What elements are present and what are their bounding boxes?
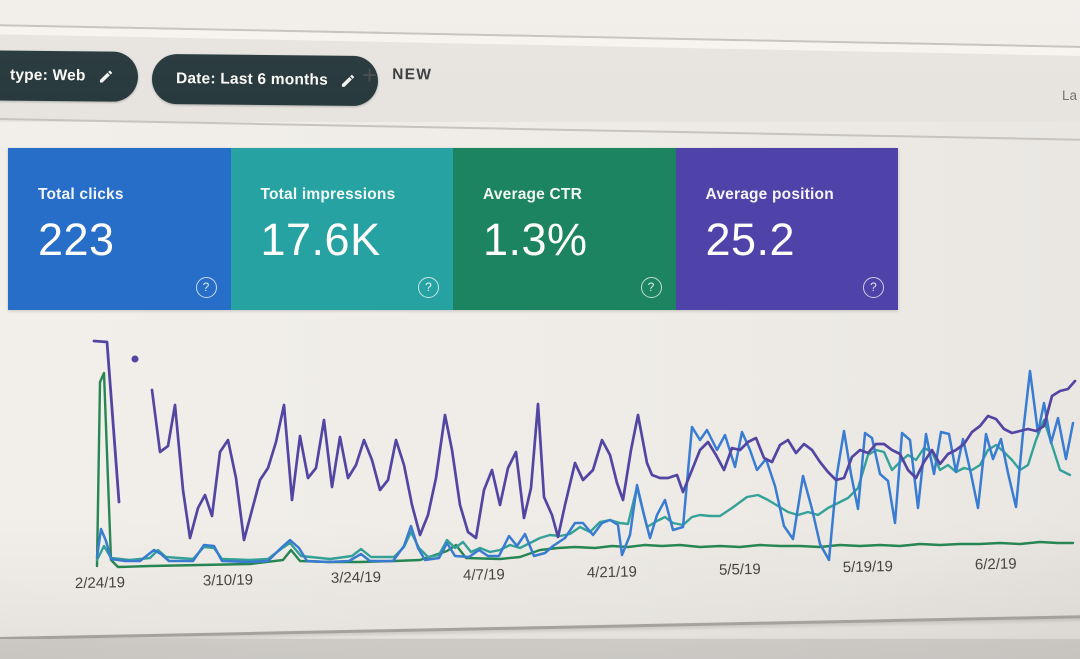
filter-chip-search-type-label: type: Web: [9, 66, 86, 85]
last-updated-partial-text: La: [1062, 88, 1078, 103]
metric-card-total-impressions[interactable]: Total impressions 17.6K ?: [230, 148, 453, 310]
help-icon[interactable]: ?: [863, 277, 884, 298]
ctr-line: [95, 371, 1075, 569]
metric-value: 25.2: [705, 214, 796, 265]
metric-label: Average CTR: [483, 186, 582, 203]
help-icon[interactable]: ?: [640, 277, 662, 298]
pencil-icon[interactable]: [340, 73, 356, 89]
x-tick-label: 6/2/19: [974, 555, 1017, 574]
metric-card-average-ctr[interactable]: Average CTR 1.3% ?: [453, 148, 676, 310]
metric-value: 223: [38, 214, 115, 265]
x-tick-label: 4/7/19: [462, 566, 505, 585]
pencil-icon[interactable]: [97, 69, 113, 85]
metric-card-average-position[interactable]: Average position 25.2 ?: [675, 148, 898, 310]
filter-chip-date-label: Date: Last 6 months: [175, 70, 329, 89]
new-filter-button-label: NEW: [392, 65, 433, 84]
new-filter-button[interactable]: + NEW: [361, 59, 433, 90]
metric-label: Total clicks: [38, 186, 124, 203]
x-tick-label: 5/19/19: [842, 558, 894, 577]
metric-value: 17.6K: [260, 214, 381, 265]
position-line-lead-in: [92, 339, 121, 504]
position-gap-dot: [131, 355, 139, 363]
metric-cards-row: Total clicks 223 ? Total impressions 17.…: [8, 148, 898, 310]
metric-value: 1.3%: [483, 214, 588, 265]
filter-chip-search-type[interactable]: type: Web: [0, 50, 138, 102]
clicks-line: [95, 369, 1075, 564]
screen-bezel-edge: [0, 0, 1080, 57]
performance-timeseries-chart[interactable]: 2/24/19 3/10/19 3/24/19 4/7/19 4/21/19 5…: [0, 320, 1080, 620]
metric-label: Total impressions: [260, 186, 396, 203]
metric-label: Average position: [705, 186, 834, 203]
help-icon[interactable]: ?: [195, 277, 217, 298]
chart-canvas: [92, 339, 1077, 569]
filter-chip-date[interactable]: Date: Last 6 months: [151, 53, 379, 107]
help-icon[interactable]: ?: [418, 277, 439, 298]
x-tick-label: 4/21/19: [586, 563, 638, 582]
x-tick-label: 5/5/19: [718, 560, 761, 579]
filter-header-bar: type: Web Date: Last 6 months + NEW La: [0, 0, 1080, 122]
page-background-below-panel: [0, 639, 1080, 659]
x-tick-label: 3/10/19: [202, 571, 254, 590]
x-tick-label: 3/24/19: [330, 568, 382, 587]
plus-icon: +: [361, 59, 378, 90]
position-line: [150, 379, 1077, 542]
x-tick-label: 2/24/19: [74, 574, 126, 593]
metric-card-total-clicks[interactable]: Total clicks 223 ?: [8, 148, 231, 310]
